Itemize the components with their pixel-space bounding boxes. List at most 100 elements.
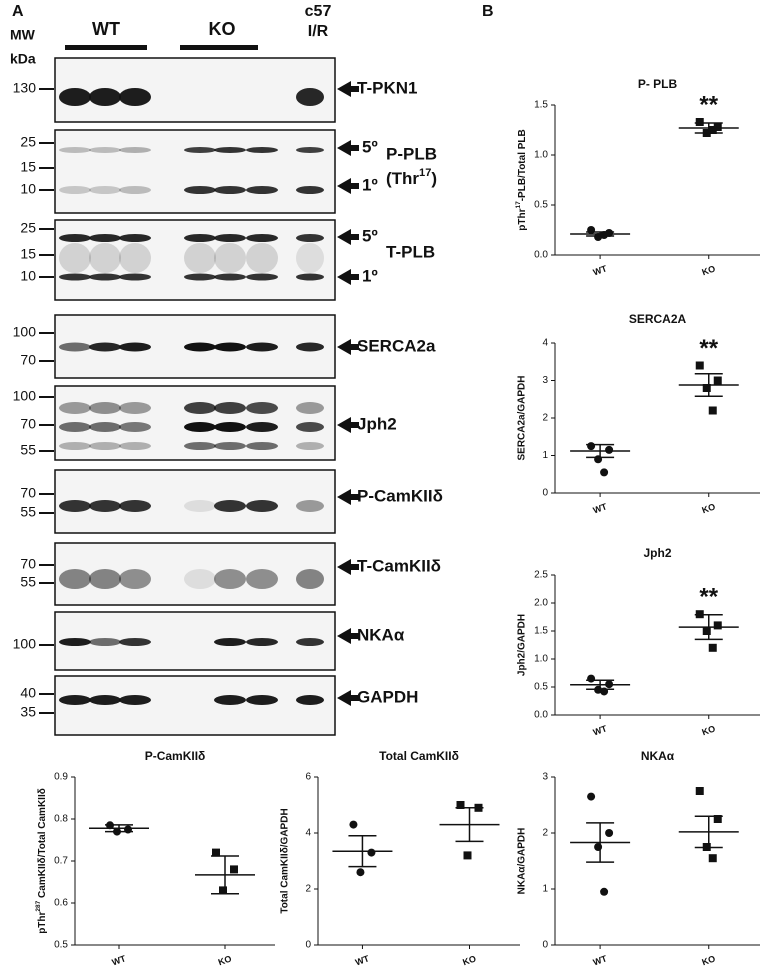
arrow-label: 1º [362, 266, 378, 285]
band [59, 342, 91, 352]
data-point [367, 848, 376, 857]
data-point [702, 384, 711, 392]
y-axis-label-part: CamKIIδ/Total CamKIIδ [37, 788, 48, 901]
error-bar [586, 822, 615, 863]
error-bar [348, 835, 377, 868]
data-point [605, 445, 614, 454]
band [296, 402, 324, 414]
band [119, 243, 151, 273]
arrow [337, 140, 359, 156]
mw-label: 55 [20, 442, 36, 458]
panel-label: B [482, 3, 494, 20]
mw-label: 55 [20, 574, 36, 590]
band [119, 695, 151, 705]
protein-label: SERCA2a [357, 336, 436, 355]
y-tick-label: 2.0 [534, 598, 548, 609]
protein-sublabel-part: 17 [419, 167, 431, 179]
band [214, 402, 246, 414]
data-point [463, 851, 472, 860]
band [296, 500, 324, 512]
y-axis-label: NKAα/GAPDH [517, 828, 528, 895]
y-tick-label: 0.9 [54, 772, 68, 783]
arrow-label: 5º [362, 226, 378, 245]
y-tick-label: 0.7 [54, 856, 68, 867]
data-point [702, 627, 711, 635]
band [184, 186, 216, 194]
band [214, 500, 246, 512]
data-point [587, 442, 596, 451]
band [59, 569, 91, 589]
data-point [230, 865, 238, 874]
control-label: I/R [308, 23, 329, 40]
band [184, 273, 216, 281]
band [296, 342, 324, 352]
error-bar [586, 231, 615, 237]
y-tick-label: 0 [542, 488, 548, 499]
x-tick-label: WT [592, 263, 609, 277]
chart-title: P- PLB [638, 77, 678, 91]
x-tick-label: KO [461, 953, 477, 967]
blot [54, 219, 336, 301]
data-point [695, 118, 704, 126]
band [184, 147, 216, 153]
band [246, 695, 278, 705]
band [119, 186, 151, 194]
band [184, 243, 216, 273]
band [89, 273, 121, 281]
band [246, 402, 278, 414]
mw-label: 25 [20, 220, 36, 236]
data-point [600, 887, 609, 896]
band [119, 342, 151, 352]
y-axis-label: SERCA2a/GAPDH [517, 375, 528, 460]
band [89, 442, 121, 450]
mw-label: 40 [20, 685, 36, 701]
band [184, 569, 216, 589]
data-point [708, 406, 717, 415]
x-tick-label: KO [217, 953, 233, 967]
y-tick-label: 1 [542, 450, 548, 461]
band [296, 243, 324, 273]
error-bar [694, 122, 723, 134]
band [89, 243, 121, 273]
data-point [713, 123, 722, 131]
y-axis-label: Total CamKIIδ/GAPDH [280, 808, 291, 913]
band [89, 500, 121, 512]
band [89, 88, 121, 106]
chart-title: Total CamKIIδ [379, 749, 459, 763]
band [246, 442, 278, 450]
arrow [337, 690, 359, 706]
band [296, 442, 324, 450]
y-tick-label: 0.5 [54, 940, 68, 951]
chart-title: P-CamKIIδ [145, 749, 206, 763]
y-tick-label: 2 [542, 828, 548, 839]
data-point [605, 829, 614, 837]
band [246, 147, 278, 153]
band [214, 234, 246, 242]
y-tick-label: 4 [305, 828, 311, 839]
y-tick-label: 2 [305, 884, 311, 895]
band [184, 442, 216, 450]
band [119, 500, 151, 512]
y-tick-label: 0.8 [54, 814, 68, 825]
band [246, 186, 278, 194]
data-point [587, 674, 596, 683]
data-point [219, 886, 227, 895]
mw-label: 100 [13, 324, 37, 340]
data-point [587, 792, 596, 801]
band [59, 638, 91, 646]
data-point [695, 787, 704, 795]
mw-label: 25 [20, 134, 36, 150]
band [119, 402, 151, 414]
error-bar [455, 807, 484, 843]
y-axis-label-part: -PLB/Total PLB [517, 129, 528, 201]
band [59, 147, 91, 153]
band [246, 638, 278, 646]
chart-title: SERCA2A [629, 312, 687, 326]
x-tick-label: WT [592, 953, 609, 967]
mw-label: 10 [20, 268, 36, 284]
band [119, 569, 151, 589]
data-point [600, 231, 609, 239]
protein-label: NKAα [357, 625, 405, 644]
band [296, 147, 324, 153]
